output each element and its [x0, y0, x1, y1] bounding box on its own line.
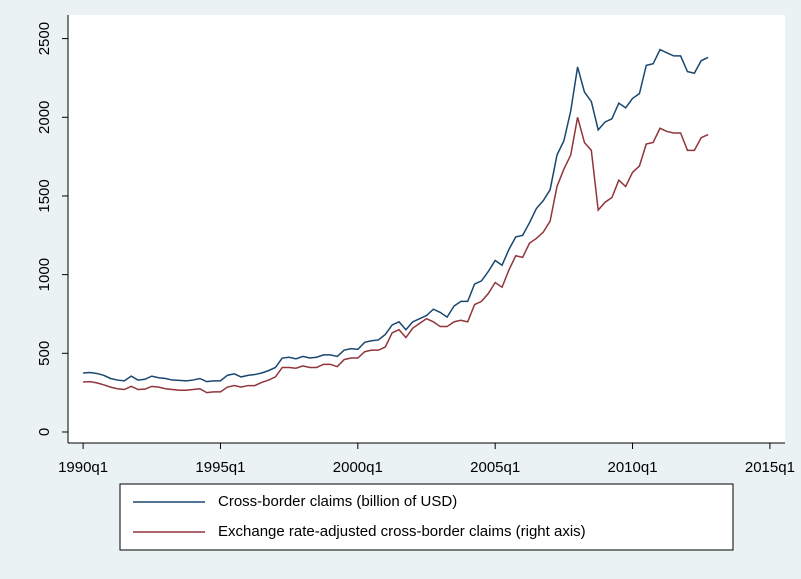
y-tick-label: 1000 [36, 258, 53, 291]
y-tick-label: 2500 [36, 22, 53, 55]
legend [119, 483, 734, 551]
legend-label: Cross-border claims (billion of USD) [218, 493, 457, 510]
series-line [83, 117, 709, 394]
legend-label: Exchange rate-adjusted cross-border clai… [218, 523, 586, 540]
plot-area [68, 15, 785, 443]
y-tick-label: 0 [36, 428, 53, 436]
y-tick-label: 2000 [36, 101, 53, 134]
x-tick-label: 1990q1 [58, 459, 108, 476]
x-tick-label: 1995q1 [195, 459, 245, 476]
series-line [83, 48, 709, 383]
x-tick-label: 2005q1 [470, 459, 520, 476]
x-tick-label: 2010q1 [608, 459, 658, 476]
x-tick-label: 2015q1 [745, 459, 795, 476]
y-tick-label: 1500 [36, 179, 53, 212]
y-tick-label: 500 [36, 341, 53, 366]
x-tick-label: 2000q1 [333, 459, 383, 476]
